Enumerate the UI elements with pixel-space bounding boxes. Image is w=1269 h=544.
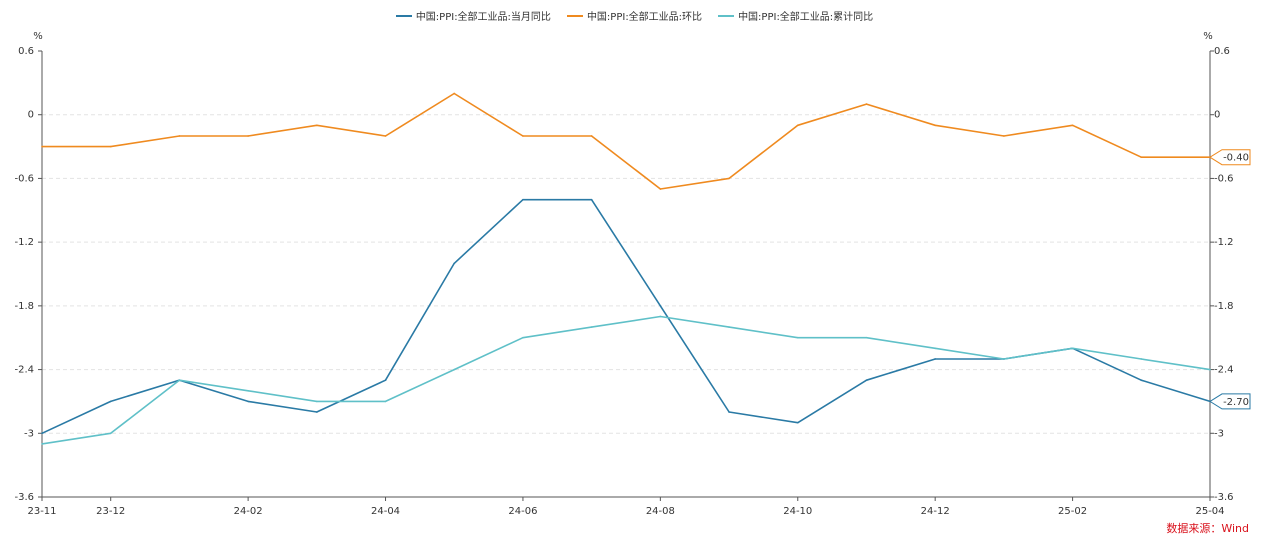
data-point-series-2 — [247, 390, 249, 392]
data-point-series-1 — [796, 124, 799, 127]
data-point-series-2 — [316, 400, 318, 403]
data-point-series-1 — [384, 135, 387, 137]
x-tick-label: 23-12 — [96, 506, 125, 517]
chart-legend: 中国:PPI:全部工业品:当月同比 中国:PPI:全部工业品:环比 中国:PPI… — [0, 8, 1269, 23]
data-point-series-1 — [659, 188, 662, 190]
y-tick-label-right: 0.6 — [1214, 46, 1230, 57]
legend-item-cumulative-yoy[interactable]: 中国:PPI:全部工业品:累计同比 — [718, 8, 873, 23]
data-point-series-0 — [865, 379, 868, 381]
x-tick-label: 24-02 — [234, 506, 263, 517]
series-line-0 — [41, 198, 1211, 435]
data-point-series-2 — [659, 315, 662, 318]
data-point-series-2 — [1071, 347, 1074, 350]
end-value-label-0: -2.70 — [1223, 397, 1249, 408]
data-point-series-2 — [522, 336, 524, 339]
data-point-series-0 — [796, 421, 799, 424]
x-tick-label: 23-11 — [27, 506, 56, 517]
data-point-series-1 — [178, 135, 181, 137]
legend-item-monthly-yoy[interactable]: 中国:PPI:全部工业品:当月同比 — [395, 8, 551, 23]
data-point-series-1 — [453, 92, 456, 95]
data-point-series-1 — [522, 135, 524, 137]
data-point-series-2 — [728, 326, 730, 328]
y-tick-label-right: -1.8 — [1214, 301, 1234, 312]
y-tick-label-right: -3.6 — [1214, 492, 1234, 503]
data-point-series-1 — [41, 145, 43, 148]
y-tick-label-left: 0 — [28, 110, 34, 121]
data-point-series-2 — [384, 400, 387, 403]
data-point-series-0 — [41, 432, 43, 435]
data-point-series-0 — [728, 411, 730, 413]
series-line-2 — [41, 315, 1211, 445]
data-point-series-2 — [1003, 358, 1005, 360]
legend-item-mom[interactable]: 中国:PPI:全部工业品:环比 — [566, 8, 703, 23]
legend-swatch-monthly-yoy — [395, 14, 412, 17]
data-point-series-1 — [109, 145, 112, 148]
end-value-callout-0 — [1209, 393, 1251, 410]
data-point-series-2 — [934, 347, 936, 350]
data-point-series-0 — [247, 400, 249, 403]
data-point-series-2 — [865, 336, 868, 339]
data-point-series-0 — [659, 305, 662, 307]
y-tick-label-left: -1.2 — [14, 237, 34, 248]
legend-label-cumulative-yoy: 中国:PPI:全部工业品:累计同比 — [738, 12, 874, 23]
data-point-series-2 — [590, 326, 593, 328]
data-point-series-1 — [1140, 156, 1143, 158]
y-axis-unit-right: % — [1203, 31, 1213, 42]
data-point-series-0 — [522, 198, 524, 201]
data-point-series-2 — [1140, 358, 1143, 360]
x-tick-label: 24-08 — [646, 506, 675, 517]
y-tick-label-left: -2.4 — [14, 365, 34, 376]
data-point-series-1 — [934, 124, 936, 127]
data-point-series-1 — [247, 135, 249, 137]
data-point-series-2 — [453, 368, 456, 371]
y-tick-label-left: -3.6 — [14, 492, 34, 503]
y-tick-label-right: -3 — [1214, 428, 1224, 439]
data-point-series-0 — [453, 262, 456, 265]
series-line-1 — [42, 92, 1210, 190]
y-tick-label-right: -0.6 — [1214, 173, 1234, 184]
data-point-series-2 — [1209, 368, 1211, 371]
y-axis-unit-left: % — [33, 31, 43, 42]
data-point-series-1 — [728, 177, 730, 180]
x-tick-label: 25-04 — [1195, 506, 1224, 517]
data-point-series-2 — [41, 443, 43, 445]
x-tick-label: 24-12 — [921, 506, 950, 517]
data-point-series-1 — [316, 124, 318, 127]
data-point-series-0 — [384, 379, 387, 381]
data-point-series-0 — [316, 411, 318, 413]
y-tick-label-right: -2.4 — [1214, 365, 1234, 376]
y-tick-label-right: -1.2 — [1214, 237, 1234, 248]
end-value-label-1: -0.40 — [1223, 153, 1249, 164]
x-tick-label: 24-06 — [508, 506, 537, 517]
x-tick-label: 24-10 — [783, 506, 812, 517]
data-point-series-2 — [178, 379, 181, 381]
legend-swatch-cumulative-yoy — [718, 14, 735, 17]
data-source-note: 数据来源：Wind — [1166, 522, 1249, 535]
data-point-series-1 — [590, 135, 593, 137]
y-tick-label-right: 0 — [1214, 110, 1220, 121]
data-point-series-1 — [1003, 135, 1005, 137]
data-point-series-0 — [590, 198, 593, 201]
data-point-series-0 — [1140, 379, 1143, 381]
y-tick-label-left: -3 — [24, 428, 34, 439]
x-tick-label: 24-04 — [371, 506, 400, 517]
data-point-series-2 — [796, 336, 799, 339]
y-tick-label-left: -0.6 — [14, 173, 34, 184]
legend-label-monthly-yoy: 中国:PPI:全部工业品:当月同比 — [415, 12, 551, 23]
data-point-series-0 — [934, 358, 936, 360]
y-tick-label-left: 0.6 — [18, 46, 34, 57]
data-point-series-1 — [865, 103, 868, 105]
data-point-series-2 — [109, 432, 112, 435]
data-point-series-0 — [109, 400, 112, 403]
legend-label-mom: 中国:PPI:全部工业品:环比 — [586, 12, 703, 23]
x-tick-label: 25-02 — [1058, 506, 1087, 517]
data-point-series-1 — [1071, 124, 1074, 127]
legend-swatch-mom — [566, 14, 583, 17]
end-value-callout-1 — [1209, 149, 1251, 166]
y-tick-label-left: -1.8 — [14, 301, 34, 312]
